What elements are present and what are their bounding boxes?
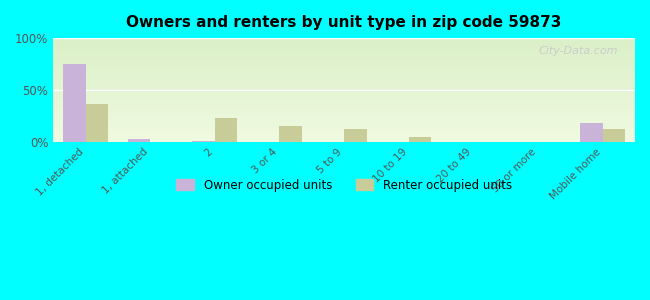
Bar bbox=[344, 130, 367, 142]
Legend: Owner occupied units, Renter occupied units: Owner occupied units, Renter occupied un… bbox=[172, 174, 517, 196]
Title: Owners and renters by unit type in zip code 59873: Owners and renters by unit type in zip c… bbox=[127, 15, 562, 30]
Bar bbox=[603, 130, 625, 142]
Bar bbox=[86, 103, 108, 142]
Bar bbox=[280, 126, 302, 142]
Bar bbox=[215, 118, 237, 142]
Bar bbox=[580, 123, 603, 142]
Bar bbox=[127, 139, 150, 142]
Bar bbox=[192, 141, 215, 142]
Bar bbox=[409, 137, 432, 142]
Bar bbox=[63, 64, 86, 142]
Text: City-Data.com: City-Data.com bbox=[538, 46, 617, 56]
